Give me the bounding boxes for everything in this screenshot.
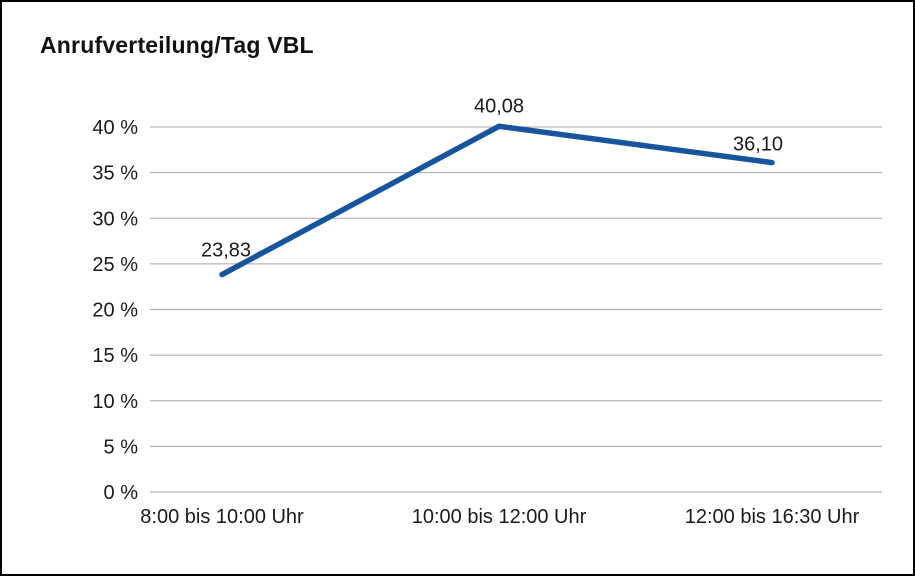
y-tick-label: 25 % — [92, 254, 138, 276]
data-line — [219, 123, 775, 278]
y-tick-label: 5 % — [104, 436, 139, 458]
y-tick-label: 40 % — [92, 117, 138, 139]
y-tick-label: 30 % — [92, 208, 138, 230]
y-tick-label: 10 % — [92, 391, 138, 413]
gridlines — [150, 126, 882, 493]
x-axis-labels: 8:00 bis 10:00 Uhr 10:00 bis 12:00 Uhr 12:… — [140, 506, 859, 528]
y-axis-labels: 0 % 5 % 10 % 15 % 20 % 25 % 30 % 35 % 40 % — [92, 117, 138, 504]
data-point-label: 36,10 — [733, 134, 783, 156]
data-point-label: 40,08 — [474, 95, 524, 117]
y-tick-label: 0 % — [104, 482, 139, 504]
x-category-label: 12:00 bis 16:30 Uhr — [685, 506, 860, 528]
data-labels: 23,83 40,08 36,10 — [201, 95, 783, 261]
x-category-label: 8:00 bis 10:00 Uhr — [140, 506, 304, 528]
chart-title: Anrufverteilung/Tag VBL — [40, 32, 314, 58]
x-category-label: 10:00 bis 12:00 Uhr — [412, 506, 587, 528]
y-tick-label: 20 % — [92, 300, 138, 322]
data-point-label: 23,83 — [201, 240, 251, 262]
y-tick-label: 35 % — [92, 163, 138, 185]
y-tick-label: 15 % — [92, 345, 138, 367]
